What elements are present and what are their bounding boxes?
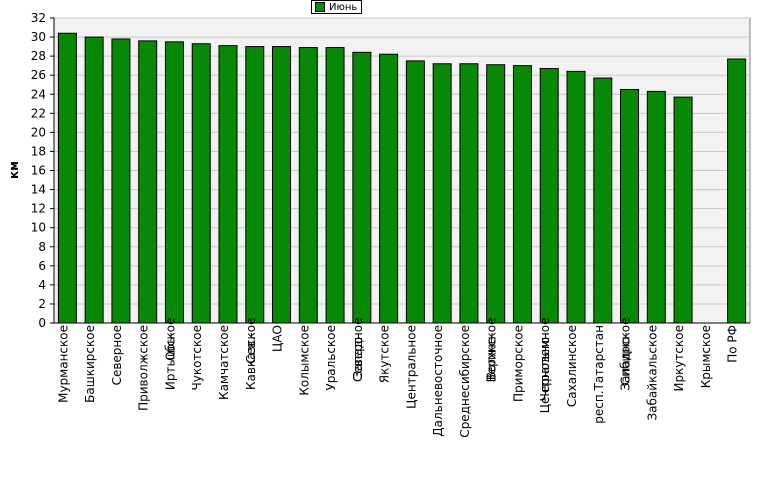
legend-label: Июнь [329,1,358,13]
legend: Июнь [311,0,363,14]
bar [272,46,292,324]
y-axis-label: км [7,161,21,179]
y-tick-label: 24 [31,87,46,101]
x-tick-label: Центрально-Черноземное [538,318,552,414]
x-tick-labels: Мурманское Башкирское Северное Приволжское О… [56,318,739,438]
y-tick-label: 26 [31,68,46,82]
bar [218,45,238,324]
x-tick-label: Центральное [404,325,418,409]
y-tick-label: 28 [31,49,46,63]
y-tick-label: 6 [38,259,46,273]
bar [593,77,613,324]
bar [138,40,158,324]
bar [727,58,747,324]
x-tick-label: Среднесибирское [458,325,472,438]
x-tick-label: Обь-Иртышское [163,318,177,391]
y-tick-label: 4 [38,278,46,292]
x-tick-label: Приволжское [137,325,151,411]
x-tick-label: Мурманское [56,325,70,403]
x-tick-label: респ.Татарстан [592,325,606,424]
bar [620,88,640,324]
bar [191,43,211,324]
bar [673,96,693,324]
y-tick-label: 20 [31,125,46,139]
bar [57,32,77,324]
bar [646,90,666,324]
bar [512,65,532,324]
x-tick-label: Башкирское [83,325,97,403]
x-tick-label: Северное [110,325,124,385]
bar [566,70,586,324]
x-tick-label: Сев.-Кавказское [244,318,258,391]
bar [245,46,265,324]
y-tick-label: 18 [31,144,46,158]
y-tick-label: 12 [31,202,46,216]
x-tick-label: Сахалинское [565,325,579,407]
legend-swatch [315,2,325,12]
x-tick-label: Забайкальское [645,325,659,421]
x-tick-label: Приморское [511,325,525,402]
bar [379,53,399,324]
y-tick-label: 30 [31,30,46,44]
x-tick-label: Якутское [378,325,392,383]
x-tick-label: Камчатское [217,325,231,400]
y-tick-label: 8 [38,240,46,254]
x-tick-label: ЦАО [271,325,285,352]
bar [111,38,131,324]
bar [298,47,318,324]
bar [539,68,559,324]
y-tick-label: 14 [31,183,46,197]
y-tick-label: 2 [38,297,46,311]
y-tick-label: 32 [31,11,46,25]
x-tick-label: Дальневосточное [431,325,445,437]
x-tick-label: Иркутское [672,325,686,392]
bar [432,63,452,324]
bar [486,64,506,324]
x-tick-label: Чукотское [190,325,204,390]
x-tick-label: Верхне-Волжское [485,318,499,383]
bar [352,51,372,324]
bar [325,47,345,324]
x-tick-label: Крымское [699,325,713,388]
bar [84,36,104,324]
x-tick-label: По РФ [726,325,740,363]
y-tick-label: 16 [31,164,46,178]
bar [459,63,479,324]
x-tick-label: Уральское [324,325,338,391]
y-tick-label: 0 [38,316,46,330]
bars [57,32,747,324]
x-tick-label: Западно-Сибирское [619,318,633,391]
y-tick-label: 10 [31,221,46,235]
bar [405,60,425,324]
bar [164,41,184,324]
y-tick-label: 22 [31,106,46,120]
x-tick-label: Северо-Западное [351,318,365,383]
x-tick-label: Колымское [297,325,311,396]
